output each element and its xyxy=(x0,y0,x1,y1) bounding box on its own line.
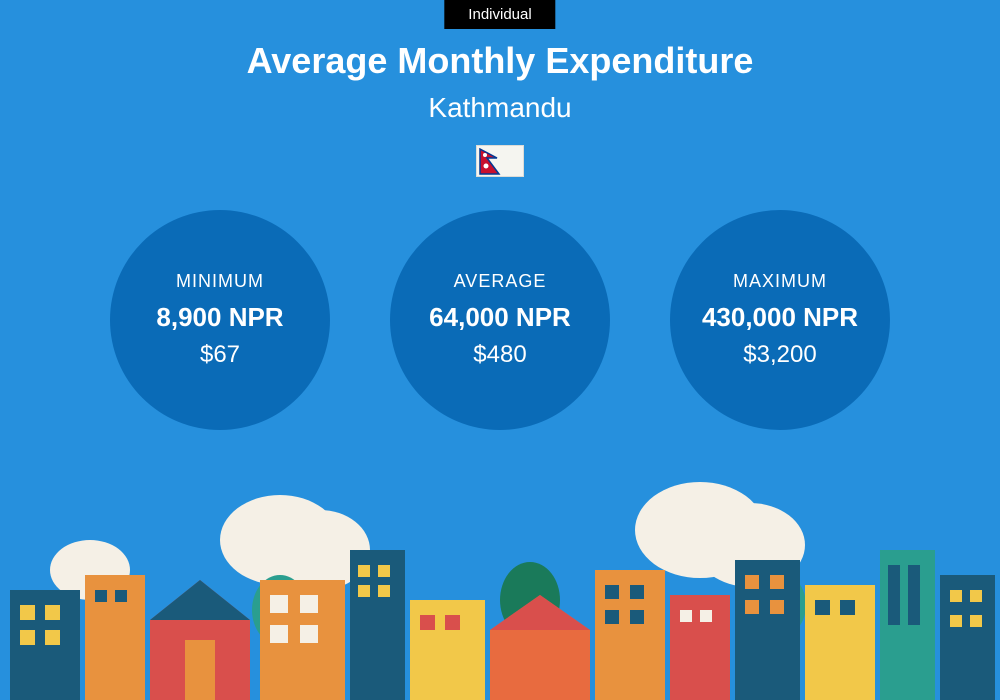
stat-label: MAXIMUM xyxy=(733,271,827,292)
stat-circle-average: AVERAGE 64,000 NPR $480 xyxy=(390,210,610,430)
stat-usd: $480 xyxy=(473,341,526,369)
stat-value: 430,000 NPR xyxy=(702,302,858,333)
stat-label: AVERAGE xyxy=(454,271,547,292)
stat-circle-maximum: MAXIMUM 430,000 NPR $3,200 xyxy=(670,210,890,430)
infographic-container: Individual Average Monthly Expenditure K… xyxy=(0,0,1000,700)
stat-usd: $3,200 xyxy=(743,341,816,369)
stat-circle-minimum: MINIMUM 8,900 NPR $67 xyxy=(110,210,330,430)
stat-value: 64,000 NPR xyxy=(429,302,571,333)
stat-circles-row: MINIMUM 8,900 NPR $67 AVERAGE 64,000 NPR… xyxy=(0,210,1000,430)
cityscape-illustration xyxy=(0,480,1000,700)
stat-label: MINIMUM xyxy=(176,271,264,292)
nepal-flag-icon xyxy=(479,148,501,176)
stat-usd: $67 xyxy=(200,341,240,369)
page-title: Average Monthly Expenditure xyxy=(0,40,1000,82)
country-flag xyxy=(476,145,524,177)
category-badge: Individual xyxy=(444,0,555,29)
location-subtitle: Kathmandu xyxy=(0,92,1000,124)
stat-value: 8,900 NPR xyxy=(156,302,283,333)
